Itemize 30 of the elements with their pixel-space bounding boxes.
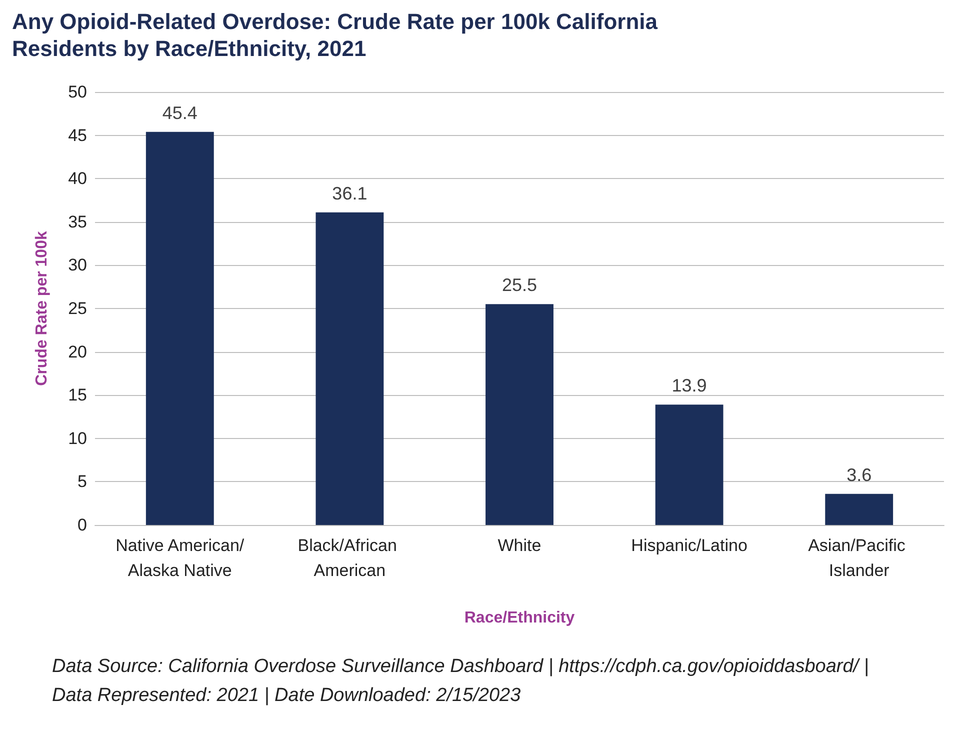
x-tick-label: Asian/Pacific Islander <box>808 536 910 580</box>
x-tick-label: Native American/Alaska Native <box>116 536 244 580</box>
y-tick-label: 40 <box>68 169 87 188</box>
y-tick-label: 30 <box>68 256 87 275</box>
x-tick-label: Black/African American <box>298 536 402 580</box>
y-tick-label: 20 <box>68 342 87 362</box>
y-tick-label: 25 <box>68 299 87 318</box>
y-tick-label: 0 <box>78 516 87 534</box>
bar <box>825 494 894 525</box>
y-axis-title: Crude Rate per 100k <box>34 231 50 386</box>
y-tick-label: 35 <box>68 212 87 232</box>
bar <box>146 132 214 525</box>
data-label: 45.4 <box>162 102 198 123</box>
source-note: Data Source: California Overdose Surveillance Dashboard | https://cdph.ca.gov/opioiddasboard/ | Data Represented: 2021 | Date Downloaded: 2/15/2023 <box>52 655 870 708</box>
y-tick-label: 45 <box>68 126 87 145</box>
y-tick-label: 5 <box>78 472 87 492</box>
bar <box>655 404 724 525</box>
chart-title: Any Opioid-Related Overdose: Crude Rate per 100k California Residents by Race/Ethnicity, 2021 <box>12 8 659 62</box>
x-tick-label: Hispanic/Latino <box>631 536 748 555</box>
bar <box>486 304 554 525</box>
data-label: 36.1 <box>332 183 368 204</box>
y-tick-label: 15 <box>68 386 87 405</box>
bar <box>316 212 384 525</box>
data-label: 13.9 <box>672 376 707 396</box>
x-tick-label: White <box>498 536 542 555</box>
data-label: 25.5 <box>502 275 538 296</box>
data-label: 3.6 <box>846 464 872 485</box>
y-tick-label: 50 <box>68 82 87 102</box>
y-tick-label: 10 <box>68 428 87 448</box>
x-axis-title: Race/Ethnicity <box>464 610 575 626</box>
